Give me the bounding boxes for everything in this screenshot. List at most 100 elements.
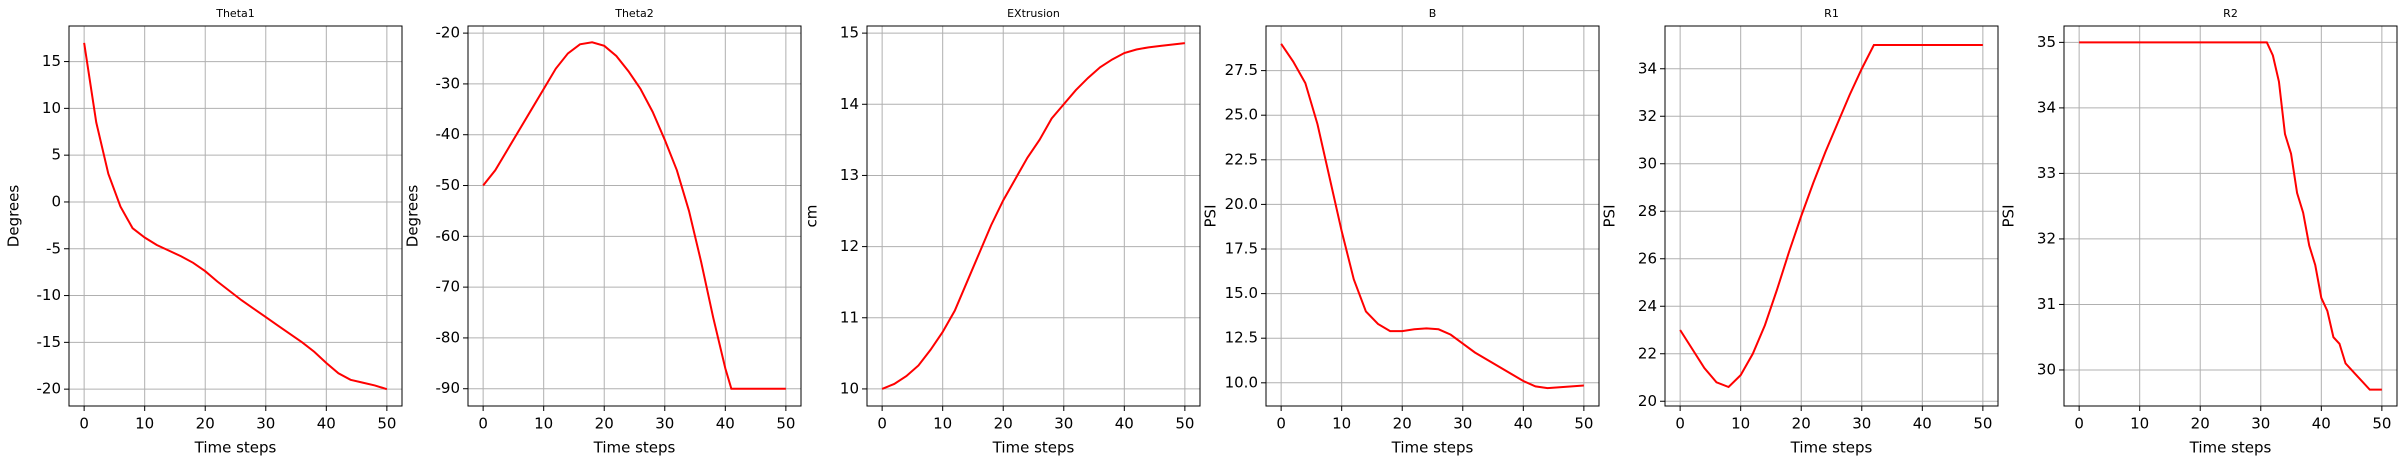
x-tick-label: 0 <box>2074 415 2084 433</box>
y-tick-label: 32 <box>1638 107 1657 125</box>
x-tick-label: 30 <box>1852 415 1871 433</box>
y-tick-label: -90 <box>436 379 461 397</box>
y-tick-label: -15 <box>37 333 62 351</box>
x-tick-label: 20 <box>994 415 1013 433</box>
x-tick-label: 20 <box>2191 415 2210 433</box>
data-line <box>482 41 786 390</box>
x-tick-label: 0 <box>1276 415 1286 433</box>
x-tick-label: 0 <box>877 415 887 433</box>
chart-title: Theta1 <box>215 7 255 20</box>
x-tick-label: 20 <box>595 415 614 433</box>
y-tick-label: -10 <box>37 286 62 304</box>
y-tick-label: 34 <box>1638 59 1657 77</box>
x-tick-label: 50 <box>377 415 396 433</box>
y-tick-label: 33 <box>2037 164 2056 182</box>
x-tick-label: 10 <box>135 415 154 433</box>
plot-frame <box>68 25 403 407</box>
x-tick-label: 50 <box>1175 415 1194 433</box>
x-axis-label: Time steps <box>2189 439 2272 457</box>
y-tick-label: 34 <box>2037 98 2056 116</box>
data-line <box>881 42 1185 390</box>
data-line <box>1679 44 1983 389</box>
y-tick-label: 30 <box>2037 360 2056 378</box>
y-tick-label: -20 <box>436 24 461 42</box>
x-tick-label: 0 <box>79 415 89 433</box>
chart-title: Theta2 <box>614 7 654 20</box>
y-tick-label: 20 <box>1638 392 1657 410</box>
chart-title: R1 <box>1824 7 1839 20</box>
plot-frame <box>2063 25 2398 407</box>
y-tick-label: -20 <box>37 380 62 398</box>
y-tick-label: 31 <box>2037 295 2056 313</box>
y-tick-label: 14 <box>840 95 859 113</box>
x-tick-label: 10 <box>534 415 553 433</box>
y-tick-label: 35 <box>2037 33 2056 51</box>
y-axis-label: PSI <box>2000 205 2018 228</box>
data-line <box>1280 43 1584 390</box>
plot-frame <box>866 25 1201 407</box>
x-tick-label: 50 <box>2372 415 2391 433</box>
y-tick-label: -80 <box>436 328 461 346</box>
x-tick-label: 50 <box>1574 415 1593 433</box>
y-tick-label: 12.5 <box>1225 329 1258 347</box>
y-tick-label: 15 <box>840 24 859 42</box>
x-axis-label: Time steps <box>1790 439 1873 457</box>
y-axis-label: Degrees <box>404 185 422 248</box>
x-axis-label: Time steps <box>593 439 676 457</box>
chart-title: EXtrusion <box>1007 7 1060 20</box>
x-tick-label: 40 <box>1514 415 1533 433</box>
y-tick-label: -70 <box>436 278 461 296</box>
y-tick-label: 30 <box>1638 154 1657 172</box>
x-axis-label: Time steps <box>992 439 1075 457</box>
x-axis-label: Time steps <box>194 439 277 457</box>
x-tick-label: 40 <box>716 415 735 433</box>
x-tick-label: 30 <box>1054 415 1073 433</box>
x-tick-label: 50 <box>776 415 795 433</box>
y-tick-label: 32 <box>2037 229 2056 247</box>
x-tick-label: 30 <box>655 415 674 433</box>
x-tick-label: 40 <box>1913 415 1932 433</box>
x-tick-label: 10 <box>1731 415 1750 433</box>
y-tick-label: -60 <box>436 227 461 245</box>
y-tick-label: 22.5 <box>1225 150 1258 168</box>
y-tick-label: 27.5 <box>1225 61 1258 79</box>
x-tick-label: 0 <box>478 415 488 433</box>
y-tick-label: 10 <box>840 379 859 397</box>
x-tick-label: 0 <box>1675 415 1685 433</box>
y-tick-label: -50 <box>436 176 461 194</box>
x-tick-label: 10 <box>1332 415 1351 433</box>
y-tick-label: 0 <box>51 192 61 210</box>
y-axis-label: PSI <box>1202 205 1220 228</box>
plot-frame <box>467 25 802 407</box>
x-tick-label: 10 <box>2130 415 2149 433</box>
y-tick-label: 17.5 <box>1225 240 1258 258</box>
y-tick-label: 11 <box>840 308 859 326</box>
x-tick-label: 20 <box>196 415 215 433</box>
x-tick-label: 10 <box>933 415 952 433</box>
y-tick-label: 15 <box>42 52 61 70</box>
x-tick-label: 30 <box>2251 415 2270 433</box>
y-tick-label: 15.0 <box>1225 284 1258 302</box>
y-tick-label: 13 <box>840 166 859 184</box>
x-tick-label: 30 <box>256 415 275 433</box>
x-tick-label: 30 <box>1453 415 1472 433</box>
data-line <box>83 42 388 391</box>
y-tick-label: 20.0 <box>1225 195 1258 213</box>
y-axis-label: Degrees <box>5 185 23 248</box>
x-tick-label: 40 <box>2312 415 2331 433</box>
y-tick-label: 28 <box>1638 202 1657 220</box>
x-tick-label: 20 <box>1393 415 1412 433</box>
y-tick-label: 25.0 <box>1225 106 1258 124</box>
y-tick-label: 10.0 <box>1225 373 1258 391</box>
y-tick-label: 12 <box>840 237 859 255</box>
x-axis-label: Time steps <box>1391 439 1474 457</box>
y-tick-label: 26 <box>1638 249 1657 267</box>
y-tick-label: -30 <box>436 74 461 92</box>
y-tick-label: 5 <box>51 146 61 164</box>
y-axis-label: cm <box>803 205 821 228</box>
chart-title: B <box>1429 7 1437 20</box>
plot-frame <box>1664 25 1999 407</box>
y-tick-label: -40 <box>436 125 461 143</box>
data-line <box>2079 41 2382 391</box>
